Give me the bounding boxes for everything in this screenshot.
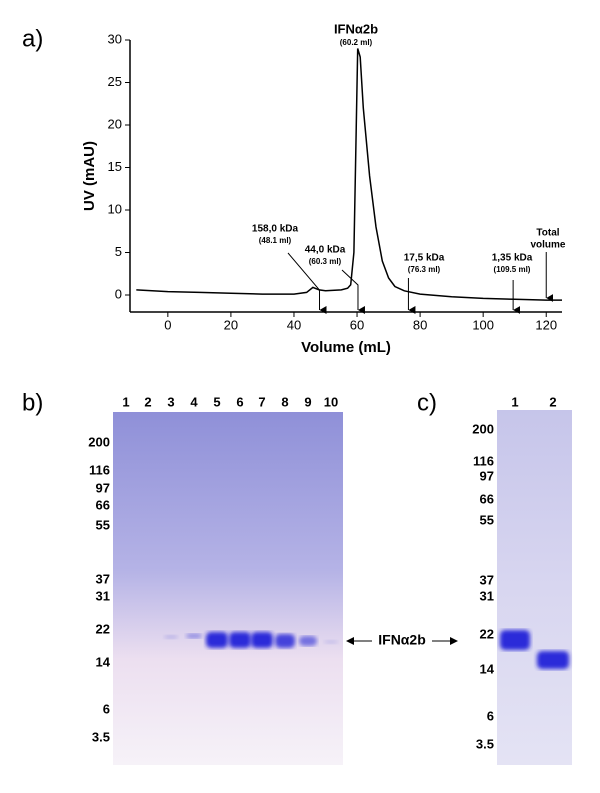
annotation-label: 44,0 kDa	[305, 245, 346, 256]
marker-label: 37	[96, 571, 110, 586]
band	[251, 632, 273, 648]
annotation-label: 158,0 kDa	[252, 224, 299, 235]
marker-label: 6	[487, 708, 494, 723]
x-tick-label: 20	[224, 317, 238, 332]
marker-label: 66	[96, 497, 110, 512]
annotation-label: Total	[536, 228, 559, 239]
lane-label: 1	[122, 394, 129, 409]
lane-label: 8	[281, 394, 288, 409]
marker-label: 97	[96, 480, 110, 495]
marker-label: 22	[96, 621, 110, 636]
lane-label: 5	[213, 394, 220, 409]
annotation-note: (60.3 ml)	[309, 257, 342, 266]
marker-label: 31	[480, 588, 494, 603]
lane-label: 4	[190, 394, 198, 409]
gel-b: b) 1 2 3 4 5 6 7 8 9 102001169766553731221463.5IFN…	[22, 389, 458, 765]
marker-label: 66	[480, 491, 494, 506]
lane-label: 1	[511, 394, 518, 409]
panel-label: b)	[22, 389, 43, 416]
band	[186, 633, 202, 639]
y-tick-label: 20	[108, 116, 122, 131]
x-tick-label: 0	[164, 317, 171, 332]
band	[229, 632, 251, 648]
marker-label: 200	[88, 434, 110, 449]
band	[299, 636, 317, 646]
band	[324, 640, 338, 644]
lane-label: 3	[167, 394, 174, 409]
annotation-note: (109.5 ml)	[494, 265, 531, 274]
y-tick-label: 15	[108, 159, 122, 174]
lane-label: 10	[324, 394, 338, 409]
annotation-label: 1,35 kDa	[492, 253, 533, 264]
annotation-arrow	[341, 269, 365, 314]
marker-label: 3.5	[92, 729, 110, 744]
marker-label: 200	[472, 421, 494, 436]
lane-label: 6	[236, 394, 243, 409]
x-axis-label: Volume (mL)	[301, 339, 391, 356]
panel-label: c)	[417, 389, 437, 416]
y-axis-label: UV (mAU)	[81, 141, 98, 211]
y-tick-label: 30	[108, 31, 122, 46]
annotation-note: (48.1 ml)	[259, 236, 292, 245]
marker-label: 31	[96, 588, 110, 603]
marker-label: 97	[480, 468, 494, 483]
band	[275, 634, 295, 648]
marker-label: 22	[480, 626, 494, 641]
lane-label: 2	[549, 394, 556, 409]
y-tick-label: 25	[108, 74, 122, 89]
lane-label: 2	[144, 394, 151, 409]
y-tick-label: 5	[115, 244, 122, 259]
y-tick-label: 10	[108, 201, 122, 216]
marker-label: 14	[96, 654, 111, 669]
annotation-arrow	[287, 252, 327, 314]
annotation-label: 17,5 kDa	[404, 253, 445, 264]
band	[537, 651, 569, 669]
trace	[136, 48, 562, 301]
marker-label: 55	[96, 517, 110, 532]
annotation-note: volume	[530, 240, 565, 251]
panel-label: a)	[22, 25, 43, 52]
marker-label: 6	[103, 701, 110, 716]
marker-label: 3.5	[476, 736, 494, 751]
marker-label: 116	[89, 462, 110, 477]
x-tick-label: 60	[350, 317, 364, 332]
marker-label: 14	[480, 661, 495, 676]
band	[500, 630, 530, 650]
marker-label: 37	[480, 572, 494, 587]
marker-label: 55	[480, 512, 494, 527]
band	[164, 635, 178, 639]
marker-label: 116	[473, 453, 494, 468]
gel-image	[497, 410, 572, 765]
peak-note: (60.2 ml)	[340, 38, 373, 47]
lane-label: 9	[304, 394, 311, 409]
x-tick-label: 40	[287, 317, 301, 332]
band-label: IFNα2b	[378, 632, 426, 648]
chromatogram: 0 5 10 15 20 25 30 0 20 40 60 80 100 120 UV (mAU) Volum…	[81, 21, 566, 356]
gel-image	[113, 412, 343, 765]
x-tick-label: 100	[472, 317, 494, 332]
annotation-note: (76.3 ml)	[408, 265, 441, 274]
lane-label: 7	[258, 394, 265, 409]
x-tick-label: 80	[413, 317, 427, 332]
band	[206, 632, 228, 648]
peak-label: IFNα2b	[334, 21, 378, 36]
y-tick-label: 0	[115, 286, 122, 301]
x-tick-label: 120	[535, 317, 557, 332]
